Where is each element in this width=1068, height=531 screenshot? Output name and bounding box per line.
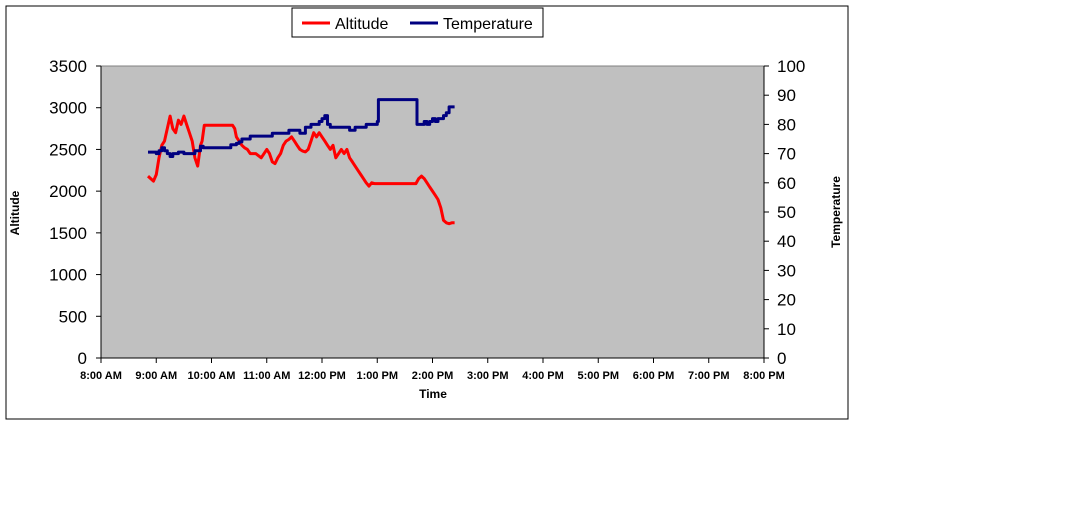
x-tick-label: 9:00 AM <box>135 370 177 382</box>
y-tick-label: 1000 <box>49 266 87 285</box>
x-tick-label: 1:00 PM <box>356 370 398 382</box>
x-tick-label: 10:00 AM <box>188 370 236 382</box>
x-axis-title: Time <box>419 387 447 401</box>
x-tick-label: 8:00 AM <box>80 370 122 382</box>
y-tick-label: 3500 <box>49 57 87 76</box>
y2-tick-label: 50 <box>777 203 796 222</box>
legend-label-altitude: Altitude <box>335 16 388 33</box>
y2-tick-label: 60 <box>777 174 796 193</box>
y2-tick-label: 10 <box>777 320 796 339</box>
y2-axis-title: Temperature <box>829 176 843 248</box>
x-tick-label: 2:00 PM <box>412 370 454 382</box>
y-tick-label: 3000 <box>49 99 87 118</box>
y-tick-label: 2000 <box>49 182 87 201</box>
y2-tick-label: 40 <box>777 232 796 251</box>
x-tick-label: 4:00 PM <box>522 370 564 382</box>
y-axis-title: Altitude <box>8 190 22 235</box>
y2-tick-label: 90 <box>777 86 796 105</box>
series-line-altitude <box>146 114 455 226</box>
x-tick-label: 8:00 PM <box>743 370 785 382</box>
y-tick-label: 500 <box>59 307 87 326</box>
y2-tick-label: 30 <box>777 261 796 280</box>
series-line-temperature <box>148 98 455 158</box>
y2-tick-label: 100 <box>777 57 805 76</box>
y-tick-label: 1500 <box>49 224 87 243</box>
x-tick-label: 7:00 PM <box>688 370 730 382</box>
series-layer <box>146 98 455 226</box>
y-tick-label: 2500 <box>49 140 87 159</box>
x-tick-label: 3:00 PM <box>467 370 509 382</box>
legend: Altitude Temperature <box>291 7 544 38</box>
y2-tick-label: 0 <box>777 349 786 368</box>
x-tick-label: 12:00 PM <box>298 370 346 382</box>
y2-tick-label: 70 <box>777 145 796 164</box>
x-tick-label: 5:00 PM <box>577 370 619 382</box>
y2-tick-label: 80 <box>777 115 796 134</box>
y2-tick-label: 20 <box>777 291 796 310</box>
plot-area <box>100 65 765 359</box>
right-axis: 0 10 20 30 40 50 60 70 80 90 100 <box>763 57 805 368</box>
x-tick-label: 6:00 PM <box>633 370 675 382</box>
legend-label-temperature: Temperature <box>443 16 533 33</box>
left-axis: 0 500 1000 1500 2000 2500 3000 3500 <box>49 57 102 368</box>
y-tick-label: 0 <box>78 349 87 368</box>
x-axis: 8:00 AM 9:00 AM 10:00 AM 11:00 AM 12:00 PM 1:… <box>80 357 785 382</box>
x-tick-label: 11:00 AM <box>243 370 290 382</box>
